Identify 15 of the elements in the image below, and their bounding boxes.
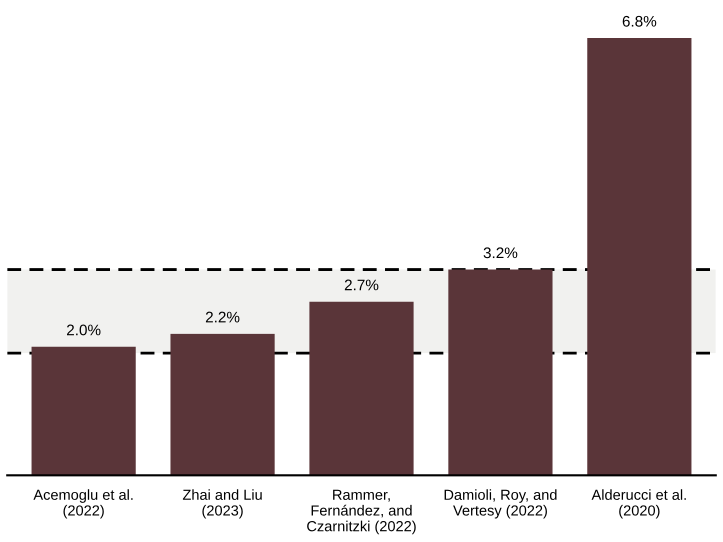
x-tick-label: Alderucci et al. (2020)	[592, 489, 686, 519]
data-label: 2.0%	[67, 324, 101, 336]
x-tick-label: Rammer, Fernández, and Czarnitzki (2022)	[307, 490, 416, 534]
bar	[309, 302, 414, 476]
x-tick-label: Zhai and Liu (2023)	[182, 489, 262, 519]
bar	[170, 334, 275, 476]
bar	[587, 38, 692, 476]
x-tick-label: Acemoglu et al. (2022)	[33, 489, 133, 519]
bar	[32, 346, 136, 476]
data-label: 6.8%	[622, 16, 656, 27]
x-tick-label: Damioli, Roy, and Vertesy (2022)	[444, 489, 556, 519]
bar	[448, 270, 553, 476]
data-label: 2.2%	[206, 312, 240, 322]
data-label: 3.2%	[484, 247, 518, 258]
data-label: 2.7%	[344, 280, 378, 290]
